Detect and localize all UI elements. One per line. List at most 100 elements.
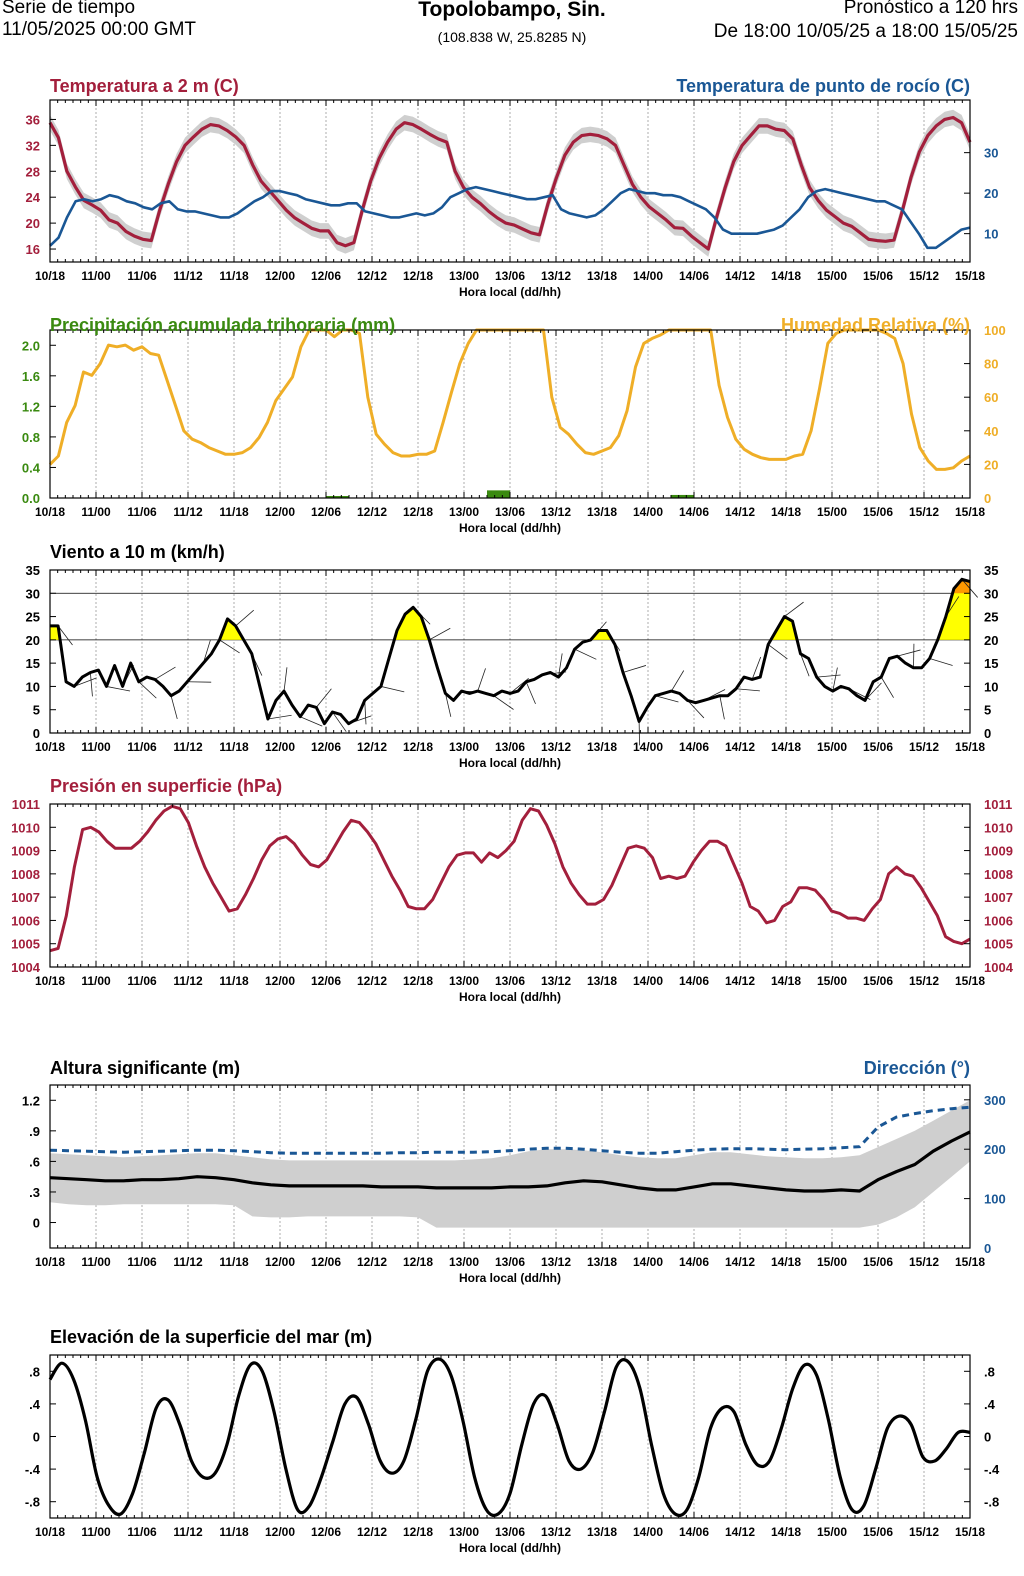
y-tick-label-right: 10 — [984, 679, 998, 694]
x-tick-label: 13/06 — [495, 1525, 525, 1539]
y-tick-label-left: 1007 — [11, 890, 40, 905]
x-tick-label: 14/00 — [633, 269, 663, 283]
precip-bar — [671, 494, 694, 498]
x-tick-label: 15/00 — [817, 974, 847, 988]
y-tick-label-right: .4 — [984, 1397, 996, 1412]
y-tick-label-right: 0 — [984, 726, 991, 741]
x-axis-label: Hora local (dd/hh) — [459, 521, 561, 535]
wind-barb — [558, 653, 563, 678]
y-tick-label-left: 32 — [26, 138, 40, 153]
y-tick-label-left: .4 — [29, 1397, 41, 1412]
x-tick-label: 11/00 — [81, 740, 111, 754]
wind-barb — [89, 672, 93, 697]
x-tick-label: 14/12 — [725, 740, 755, 754]
x-tick-label: 12/06 — [311, 740, 341, 754]
wind-barb — [622, 665, 647, 673]
y-tick-label-right: 1006 — [984, 913, 1013, 928]
x-tick-label: 15/12 — [909, 1525, 939, 1539]
y-tick-label-right: 1010 — [984, 820, 1013, 835]
x-tick-label: 15/00 — [817, 740, 847, 754]
x-tick-label: 11/18 — [219, 1525, 249, 1539]
x-tick-label: 13/18 — [587, 740, 617, 754]
wind-speed-line — [50, 577, 971, 726]
x-tick-label: 13/18 — [587, 1525, 617, 1539]
y-tick-label-left: 35 — [26, 563, 40, 578]
x-tick-label: 14/18 — [771, 269, 801, 283]
x-tick-label: 14/06 — [679, 269, 709, 283]
x-tick-label: 11/18 — [219, 740, 249, 754]
y-tick-label-right: .8 — [984, 1364, 995, 1379]
x-axis-label: Hora local (dd/hh) — [459, 756, 561, 770]
x-tick-label: 12/06 — [311, 1525, 341, 1539]
wind-barb — [332, 711, 347, 732]
y-tick-label-right: 1008 — [984, 867, 1013, 882]
x-tick-label: 12/00 — [265, 974, 295, 988]
x-tick-label: 14/12 — [725, 1255, 755, 1269]
x-tick-label: 13/00 — [449, 1255, 479, 1269]
x-tick-label: 15/06 — [863, 1255, 893, 1269]
x-tick-label: 14/00 — [633, 1525, 663, 1539]
wind-barb — [138, 681, 157, 699]
x-tick-label: 13/06 — [495, 505, 525, 519]
x-tick-label: 12/18 — [403, 1525, 433, 1539]
header-right-line1: Pronóstico a 120 hrs — [843, 0, 1018, 18]
x-axis-label: Hora local (dd/hh) — [459, 1541, 561, 1555]
y-tick-label-right: 30 — [984, 586, 998, 601]
y-tick-label-right: 0 — [984, 1430, 991, 1445]
wind-barb — [800, 653, 810, 677]
y-tick-label-left: 25 — [26, 610, 40, 625]
x-tick-label: 15/18 — [955, 1525, 985, 1539]
x-tick-label: 10/18 — [35, 1255, 65, 1269]
x-tick-label: 10/18 — [35, 740, 65, 754]
x-tick-label: 15/06 — [863, 269, 893, 283]
x-tick-label: 13/00 — [449, 1525, 479, 1539]
y-tick-label-left: 24 — [26, 190, 41, 205]
x-tick-label: 14/06 — [679, 1525, 709, 1539]
x-tick-label: 12/06 — [311, 974, 341, 988]
y-tick-label-left: 10 — [26, 679, 40, 694]
x-tick-label: 12/18 — [403, 974, 433, 988]
chart-title-left: Elevación de la superficie del mar (m) — [50, 1327, 372, 1347]
x-tick-label: 15/00 — [817, 1255, 847, 1269]
y-tick-label-right: 1011 — [984, 797, 1012, 812]
wind-barb — [283, 667, 288, 692]
wind-barb — [235, 609, 254, 627]
x-tick-label: 15/18 — [955, 1255, 985, 1269]
x-tick-label: 11/00 — [81, 269, 111, 283]
y-tick-label-right: 300 — [984, 1093, 1006, 1108]
x-tick-label: 12/18 — [403, 740, 433, 754]
wind-barb — [106, 686, 131, 692]
wind-barb — [477, 668, 486, 692]
wind-barb — [316, 688, 332, 708]
x-tick-label: 13/18 — [587, 974, 617, 988]
x-tick-label: 10/18 — [35, 505, 65, 519]
x-tick-label: 14/18 — [771, 505, 801, 519]
x-tick-label: 15/00 — [817, 1525, 847, 1539]
dewpoint-line — [49, 185, 971, 250]
x-tick-label: 15/12 — [909, 974, 939, 988]
wind-barb — [525, 681, 536, 705]
y-tick-label-right: 20 — [984, 186, 998, 201]
x-tick-label: 12/18 — [403, 1255, 433, 1269]
x-tick-label: 11/06 — [127, 269, 157, 283]
y-tick-label-left: 1006 — [11, 913, 40, 928]
chart-title-left: Presión en superficie (hPa) — [50, 776, 282, 796]
x-tick-label: 14/00 — [633, 740, 663, 754]
y-tick-label-left: 1010 — [11, 820, 40, 835]
chart-waves: 10/18 11/00 11/06 11/12 11/18 12/00 12/06 12/12… — [22, 1058, 1006, 1285]
y-tick-label-right: 60 — [984, 390, 998, 405]
wind-barb — [735, 688, 760, 692]
wind-barb — [671, 670, 685, 692]
x-tick-label: 11/06 — [127, 740, 157, 754]
wind-barb — [655, 695, 679, 703]
wind-barb — [74, 677, 97, 687]
x-tick-label: 12/00 — [265, 740, 295, 754]
chart-wind: 10/18 11/00 11/06 11/12 11/18 12/00 12/06 12/12… — [26, 542, 999, 770]
x-tick-label: 14/12 — [725, 1525, 755, 1539]
x-tick-label: 11/12 — [173, 1255, 203, 1269]
precip-bar — [326, 496, 349, 498]
x-tick-label: 15/06 — [863, 1525, 893, 1539]
x-tick-label: 12/18 — [403, 269, 433, 283]
y-tick-label-right: 15 — [984, 656, 998, 671]
